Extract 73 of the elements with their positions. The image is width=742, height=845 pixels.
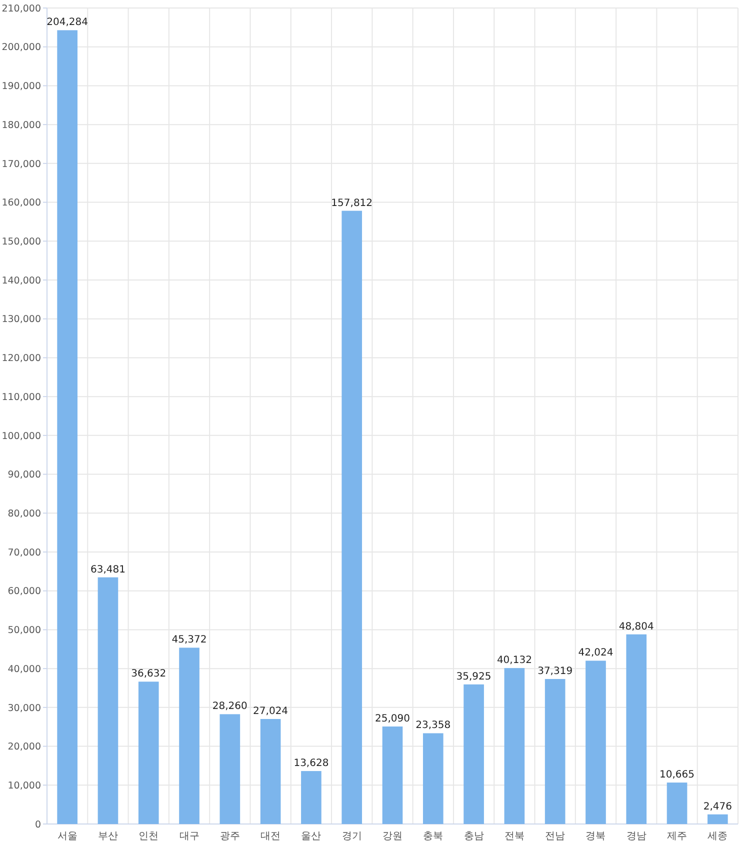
y-tick-label: 90,000 [8, 470, 41, 481]
x-tick-label: 경북 [586, 831, 606, 842]
bar [504, 668, 525, 824]
x-tick-label: 서울 [57, 831, 78, 842]
y-tick-label: 60,000 [8, 586, 41, 598]
data-label: 27,024 [253, 706, 288, 717]
x-tick-label: 전북 [504, 831, 524, 842]
x-tick-label: 경남 [626, 831, 646, 842]
x-tick-label: 제주 [667, 831, 688, 842]
x-tick-label: 충남 [464, 831, 484, 842]
data-label: 40,132 [496, 655, 532, 666]
data-label: 10,665 [660, 770, 695, 781]
data-label: 23,358 [416, 720, 451, 732]
bar [179, 648, 200, 824]
x-tick-label: 인천 [138, 831, 159, 842]
x-tick-label: 강원 [382, 831, 402, 842]
y-tick-label: 170,000 [2, 158, 41, 170]
y-tick-label: 110,000 [2, 392, 41, 403]
x-tick-label: 경기 [342, 831, 362, 842]
x-tick-label: 전남 [545, 831, 566, 842]
data-label: 13,628 [294, 758, 329, 770]
y-tick-label: 50,000 [8, 625, 41, 636]
bar [220, 714, 240, 824]
bar [260, 718, 281, 824]
y-tick-label: 120,000 [2, 353, 41, 364]
bar [544, 678, 566, 824]
bar [57, 30, 78, 824]
bar [98, 577, 118, 824]
bar [586, 660, 606, 824]
data-label: 35,925 [456, 671, 492, 682]
data-label: 45,372 [172, 634, 207, 646]
bar [138, 682, 159, 824]
data-label: 48,804 [618, 621, 654, 632]
x-tick-label: 대전 [260, 831, 281, 842]
y-tick-label: 210,000 [2, 3, 41, 14]
y-tick-label: 150,000 [2, 236, 41, 248]
x-tick-label: 광주 [220, 831, 240, 842]
y-tick-label: 40,000 [8, 664, 41, 675]
bar [464, 684, 484, 824]
y-tick-label: 80,000 [8, 508, 41, 520]
y-tick-label: 130,000 [2, 314, 41, 326]
bar [708, 814, 728, 824]
bar [626, 634, 647, 824]
y-tick-label: 100,000 [2, 430, 41, 442]
data-label: 28,260 [212, 701, 248, 712]
x-tick-label: 충북 [423, 831, 444, 842]
y-tick-label: 200,000 [2, 42, 41, 54]
data-label: 42,024 [578, 648, 614, 659]
y-tick-label: 20,000 [8, 742, 41, 753]
data-label: 157,812 [331, 198, 373, 209]
bar [301, 771, 322, 824]
bar [422, 733, 444, 824]
y-tick-label: 190,000 [2, 81, 41, 92]
y-tick-label: 10,000 [8, 780, 41, 792]
data-label: 37,319 [538, 666, 573, 677]
x-tick-label: 대구 [179, 831, 200, 842]
bar [382, 726, 403, 824]
y-tick-label: 70,000 [8, 547, 41, 558]
y-tick-label: 30,000 [8, 702, 41, 714]
data-label: 63,481 [90, 564, 126, 576]
x-tick-label: 세종 [708, 831, 728, 842]
x-tick-label: 울산 [301, 831, 322, 842]
y-tick-label: 180,000 [2, 120, 41, 131]
data-label: 2,476 [703, 801, 732, 812]
data-label: 25,090 [375, 714, 410, 725]
data-label: 204,284 [46, 17, 88, 28]
y-tick-label: 0 [34, 819, 41, 830]
y-tick-label: 160,000 [2, 198, 41, 209]
bar [666, 782, 688, 824]
data-label: 36,632 [131, 668, 166, 680]
x-tick-label: 부산 [98, 831, 118, 842]
y-tick-label: 140,000 [2, 275, 41, 286]
bar [342, 210, 362, 824]
